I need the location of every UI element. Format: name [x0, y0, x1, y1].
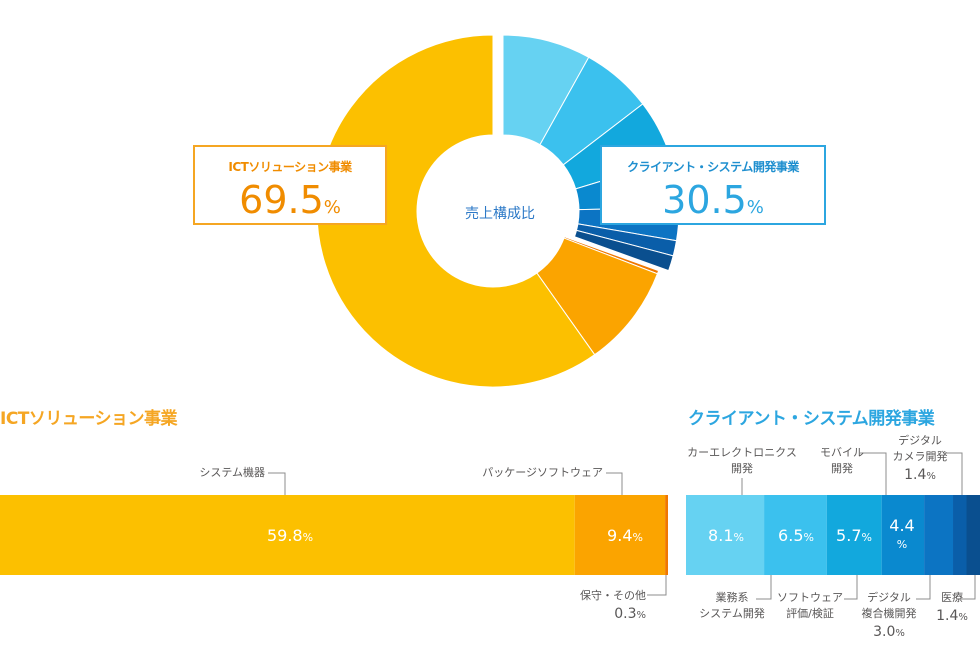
ict-label-maint: 保守・その他 0.3% — [580, 589, 646, 622]
client-label-gyomu: 業務系 システム開発 — [699, 591, 765, 620]
ict-label-package: パッケージソフトウェア — [482, 466, 603, 479]
client-label-soft: ソフトウェア 評価/検証 — [777, 591, 843, 620]
ict-callout-percent: 69.5% — [239, 178, 341, 222]
bar-segment — [764, 495, 827, 575]
client-label-medical: 医療 1.4% — [936, 591, 968, 624]
client-value-car: 8.1% — [708, 526, 744, 545]
client-callout: クライアント・システム開発事業 30.5% — [600, 145, 826, 225]
bar-segment — [574, 495, 666, 575]
bar-segment — [826, 495, 882, 575]
client-stacked-bar — [686, 495, 980, 575]
ict-label-system: システム機器 — [199, 466, 265, 479]
bar-segment — [953, 495, 967, 575]
client-label-camera: デジタル カメラ開発 1.4% — [892, 434, 948, 483]
bar-segment — [966, 495, 980, 575]
client-label-car: カーエレクトロニクス 開発 — [687, 446, 797, 475]
ict-callout: ICTソリューション事業 69.5% — [193, 145, 387, 225]
bar-segment — [0, 495, 575, 575]
ict-section-title: ICTソリューション事業 — [0, 409, 178, 429]
client-callout-name: クライアント・システム開発事業 — [627, 160, 799, 174]
client-value-gyomu: 6.5% — [778, 526, 814, 545]
donut-slice — [316, 34, 596, 388]
bar-segment — [924, 495, 954, 575]
bar-segment — [881, 495, 925, 575]
client-callout-percent: 30.5% — [662, 178, 764, 222]
bar-segment — [665, 495, 668, 575]
donut-slice — [573, 229, 674, 272]
ict-value-package: 9.4% — [607, 526, 643, 545]
ict-stacked-bar — [0, 495, 668, 575]
client-value-mobile: 4.4% — [889, 516, 915, 551]
client-value-soft: 5.7% — [836, 526, 872, 545]
client-section-title: クライアント・システム開発事業 — [688, 409, 935, 429]
client-label-mobile: モバイル 開発 — [820, 446, 864, 475]
ict-callout-name: ICTソリューション事業 — [228, 160, 352, 174]
client-label-mfp: デジタル 複合機開発 3.0% — [861, 591, 917, 640]
bar-segment — [686, 495, 765, 575]
ict-value-system: 59.8% — [266, 526, 314, 545]
donut-center-label: 売上構成比 — [465, 206, 535, 222]
